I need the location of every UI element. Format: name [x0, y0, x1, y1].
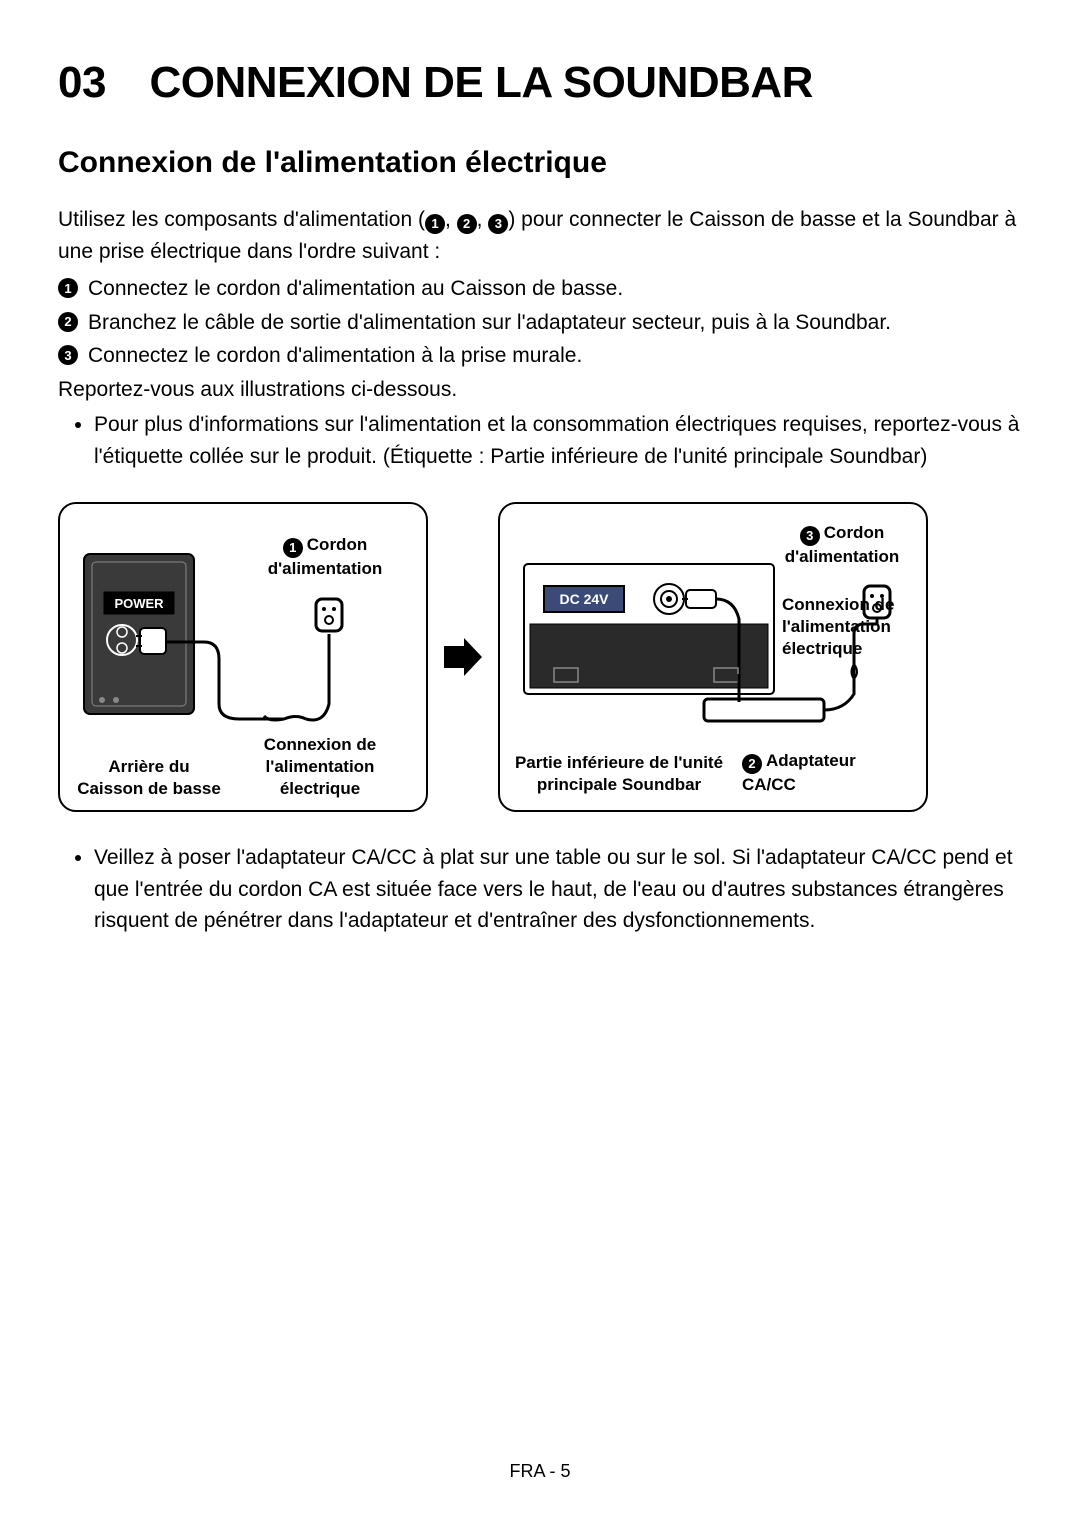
bullet-list-top: Pour plus d'informations sur l'alimentat… [58, 409, 1022, 472]
circled-2-icon: 2 [457, 214, 477, 234]
intro-paragraph: Utilisez les composants d'alimentation (… [58, 204, 1022, 267]
intro-sep1: , [445, 208, 457, 231]
page-title: 03 CONNEXION DE LA SOUNDBAR [58, 58, 1022, 108]
step-3: 3 Connectez le cordon d'alimentation à l… [58, 340, 1022, 372]
step-1: 1 Connectez le cordon d'alimentation au … [58, 273, 1022, 305]
circled-2-icon: 2 [742, 754, 762, 774]
circled-1-icon: 1 [58, 278, 78, 298]
bullet-list-bottom: Veillez à poser l'adaptateur CA/CC à pla… [58, 842, 1022, 937]
circled-1-icon: 1 [283, 538, 303, 558]
circled-3-icon: 3 [800, 526, 820, 546]
step-3-text: Connectez le cordon d'alimentation à la … [88, 340, 582, 372]
right-cord-label: 3Cordon d'alimentation [772, 522, 912, 568]
step-2-text: Branchez le câble de sortie d'alimentati… [88, 307, 891, 339]
reference-text: Reportez-vous aux illustrations ci-desso… [58, 374, 1022, 406]
intro-sep2: , [477, 208, 489, 231]
intro-pre: Utilisez les composants d'alimentation ( [58, 208, 425, 231]
diagram-left-panel: POWER 1Cordon d'alimentation Arrière du … [58, 502, 428, 812]
bullet-1: Pour plus d'informations sur l'alimentat… [94, 409, 1022, 472]
dc-label: DC 24V [559, 591, 609, 607]
power-label: POWER [114, 596, 164, 611]
diagram-right-panel: DC 24V [498, 502, 928, 812]
circled-3-icon: 3 [58, 345, 78, 365]
step-list: 1 Connectez le cordon d'alimentation au … [58, 273, 1022, 372]
bullet-2: Veillez à poser l'adaptateur CA/CC à pla… [94, 842, 1022, 937]
section-title: Connexion de l'alimentation électrique [58, 146, 1022, 180]
diagram-row: POWER 1Cordon d'alimentation Arrière du … [58, 502, 1022, 812]
right-bottom-label: Partie inférieure de l'unité principale … [514, 752, 724, 796]
arrow-icon [438, 634, 488, 680]
left-conn-label: Connexion de l'alimentation électrique [240, 734, 400, 800]
circled-2-icon: 2 [58, 312, 78, 332]
left-sub-label: Arrière du Caisson de basse [74, 756, 224, 800]
left-cord-label: 1Cordon d'alimentation [250, 534, 400, 580]
circled-1-icon: 1 [425, 214, 445, 234]
step-2: 2 Branchez le câble de sortie d'alimenta… [58, 307, 1022, 339]
right-conn-label: Connexion de l'alimentation électrique [782, 594, 912, 660]
right-adapter-label: 2Adaptateur CA/CC [742, 750, 912, 796]
circled-3-icon: 3 [488, 214, 508, 234]
step-1-text: Connectez le cordon d'alimentation au Ca… [88, 273, 623, 305]
page-footer: FRA - 5 [0, 1461, 1080, 1482]
